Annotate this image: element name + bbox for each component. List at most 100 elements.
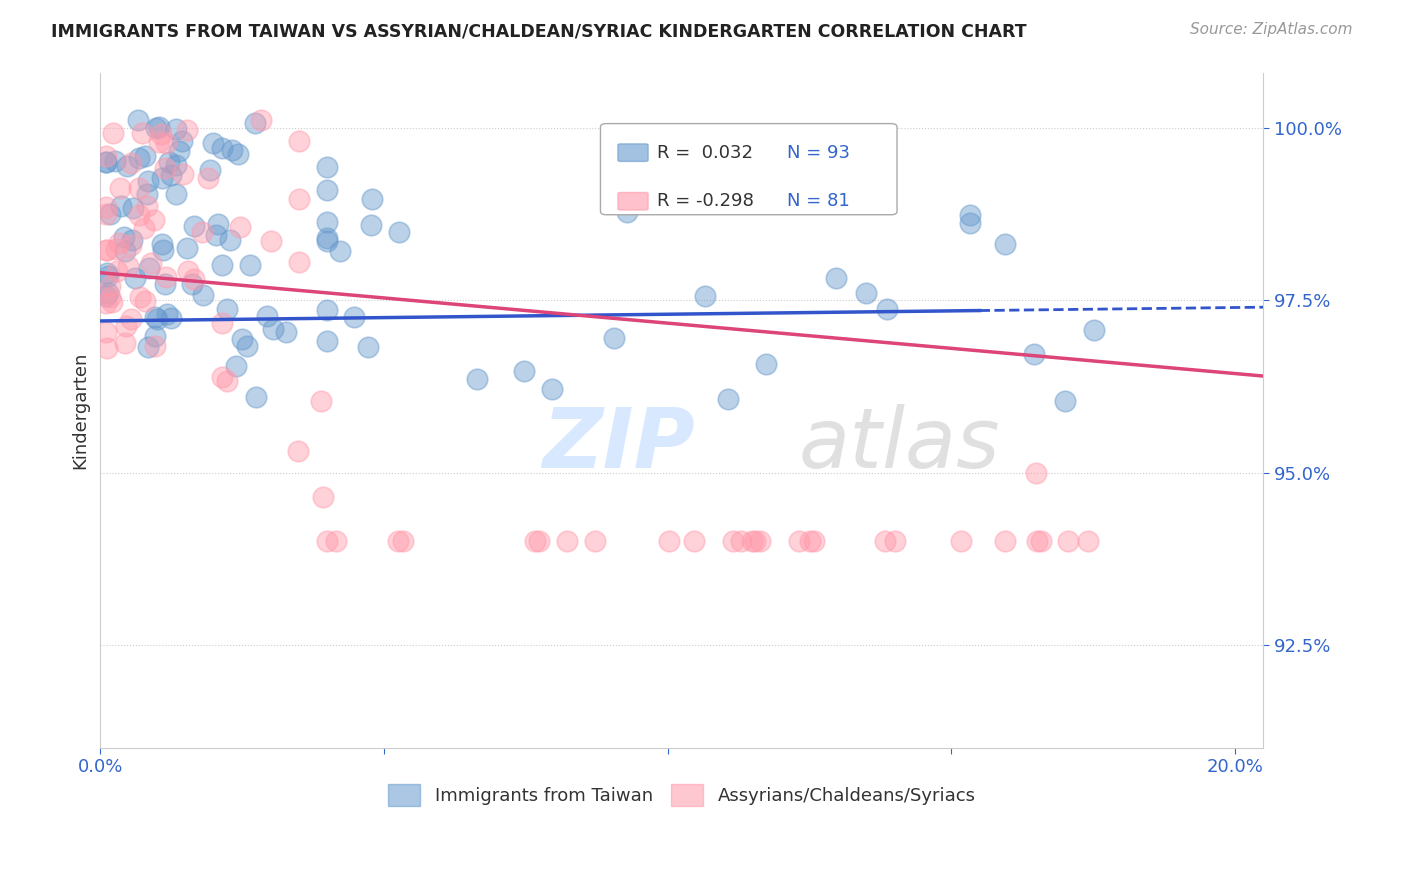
Point xyxy=(114,244,136,259)
Point xyxy=(104,242,127,256)
Point xyxy=(602,331,624,345)
Point xyxy=(803,534,825,549)
Point xyxy=(202,136,225,151)
Point xyxy=(693,289,716,303)
Point xyxy=(1024,347,1046,361)
Point xyxy=(884,534,907,549)
Point xyxy=(108,235,131,250)
Point xyxy=(143,328,166,343)
Text: N = 81: N = 81 xyxy=(786,193,849,211)
FancyBboxPatch shape xyxy=(617,193,648,210)
Point xyxy=(145,120,167,135)
Point xyxy=(103,126,125,140)
Point xyxy=(160,310,183,325)
Point xyxy=(288,134,311,148)
Point xyxy=(994,534,1017,549)
Point xyxy=(287,443,309,458)
Point xyxy=(165,121,187,136)
Point xyxy=(135,187,157,202)
Point xyxy=(96,341,118,355)
Point xyxy=(229,219,252,234)
Point xyxy=(228,147,250,161)
Point xyxy=(616,205,638,219)
FancyBboxPatch shape xyxy=(600,124,897,215)
Point xyxy=(129,290,152,304)
Point xyxy=(94,295,117,310)
Text: atlas: atlas xyxy=(799,404,1000,484)
Point xyxy=(146,311,169,326)
Point xyxy=(243,115,266,129)
Point xyxy=(128,151,150,165)
Point xyxy=(876,301,898,316)
Point xyxy=(392,534,415,549)
Point xyxy=(98,290,121,304)
Point xyxy=(198,163,221,178)
Point xyxy=(97,286,120,301)
Point xyxy=(122,201,145,215)
Point xyxy=(325,534,347,549)
Point xyxy=(211,370,233,384)
Point xyxy=(215,301,238,316)
Point xyxy=(950,534,973,549)
Point xyxy=(555,534,578,549)
Point xyxy=(127,113,149,128)
Point xyxy=(160,168,183,182)
Point xyxy=(387,534,409,549)
Point xyxy=(527,534,550,549)
Point xyxy=(873,534,896,549)
Point xyxy=(148,136,170,150)
Point xyxy=(825,270,848,285)
Point xyxy=(309,393,332,408)
Point xyxy=(128,208,150,222)
Point xyxy=(1056,534,1078,549)
Point xyxy=(316,334,339,348)
Point xyxy=(94,155,117,169)
Point xyxy=(329,244,352,259)
Point xyxy=(1031,534,1053,549)
Point xyxy=(316,302,339,317)
Point xyxy=(98,207,121,221)
Point xyxy=(136,173,159,187)
Point xyxy=(165,158,187,172)
Point xyxy=(276,326,298,340)
Point xyxy=(96,266,118,280)
Point xyxy=(361,192,384,206)
Point xyxy=(357,341,380,355)
Point xyxy=(730,534,752,549)
Point xyxy=(1026,534,1049,549)
Point xyxy=(316,231,339,245)
Point xyxy=(211,317,233,331)
Point xyxy=(467,372,489,386)
Point xyxy=(142,213,165,227)
Point xyxy=(136,340,159,354)
Point xyxy=(110,199,132,213)
Text: Source: ZipAtlas.com: Source: ZipAtlas.com xyxy=(1189,22,1353,37)
Point xyxy=(134,294,156,309)
Point xyxy=(96,243,118,257)
Point xyxy=(115,159,138,173)
Point xyxy=(155,270,177,285)
Point xyxy=(316,184,339,198)
Point xyxy=(183,272,205,286)
Point xyxy=(120,237,142,252)
Text: R =  0.032: R = 0.032 xyxy=(658,144,754,161)
Point xyxy=(120,311,142,326)
Point xyxy=(231,332,253,346)
Point xyxy=(110,181,132,195)
Text: IMMIGRANTS FROM TAIWAN VS ASSYRIAN/CHALDEAN/SYRIAC KINDERGARTEN CORRELATION CHAR: IMMIGRANTS FROM TAIWAN VS ASSYRIAN/CHALD… xyxy=(51,22,1026,40)
Point xyxy=(262,322,284,336)
Point xyxy=(155,136,177,151)
Point xyxy=(855,286,877,301)
Point xyxy=(744,534,766,549)
Point xyxy=(219,233,242,247)
Point xyxy=(288,193,311,207)
Point xyxy=(541,382,564,396)
Point xyxy=(94,325,117,339)
Point xyxy=(191,287,214,301)
Point xyxy=(139,256,162,270)
Point xyxy=(115,318,138,333)
Point xyxy=(721,534,744,549)
Point xyxy=(150,127,173,141)
Point xyxy=(749,534,772,549)
Point xyxy=(97,269,120,284)
